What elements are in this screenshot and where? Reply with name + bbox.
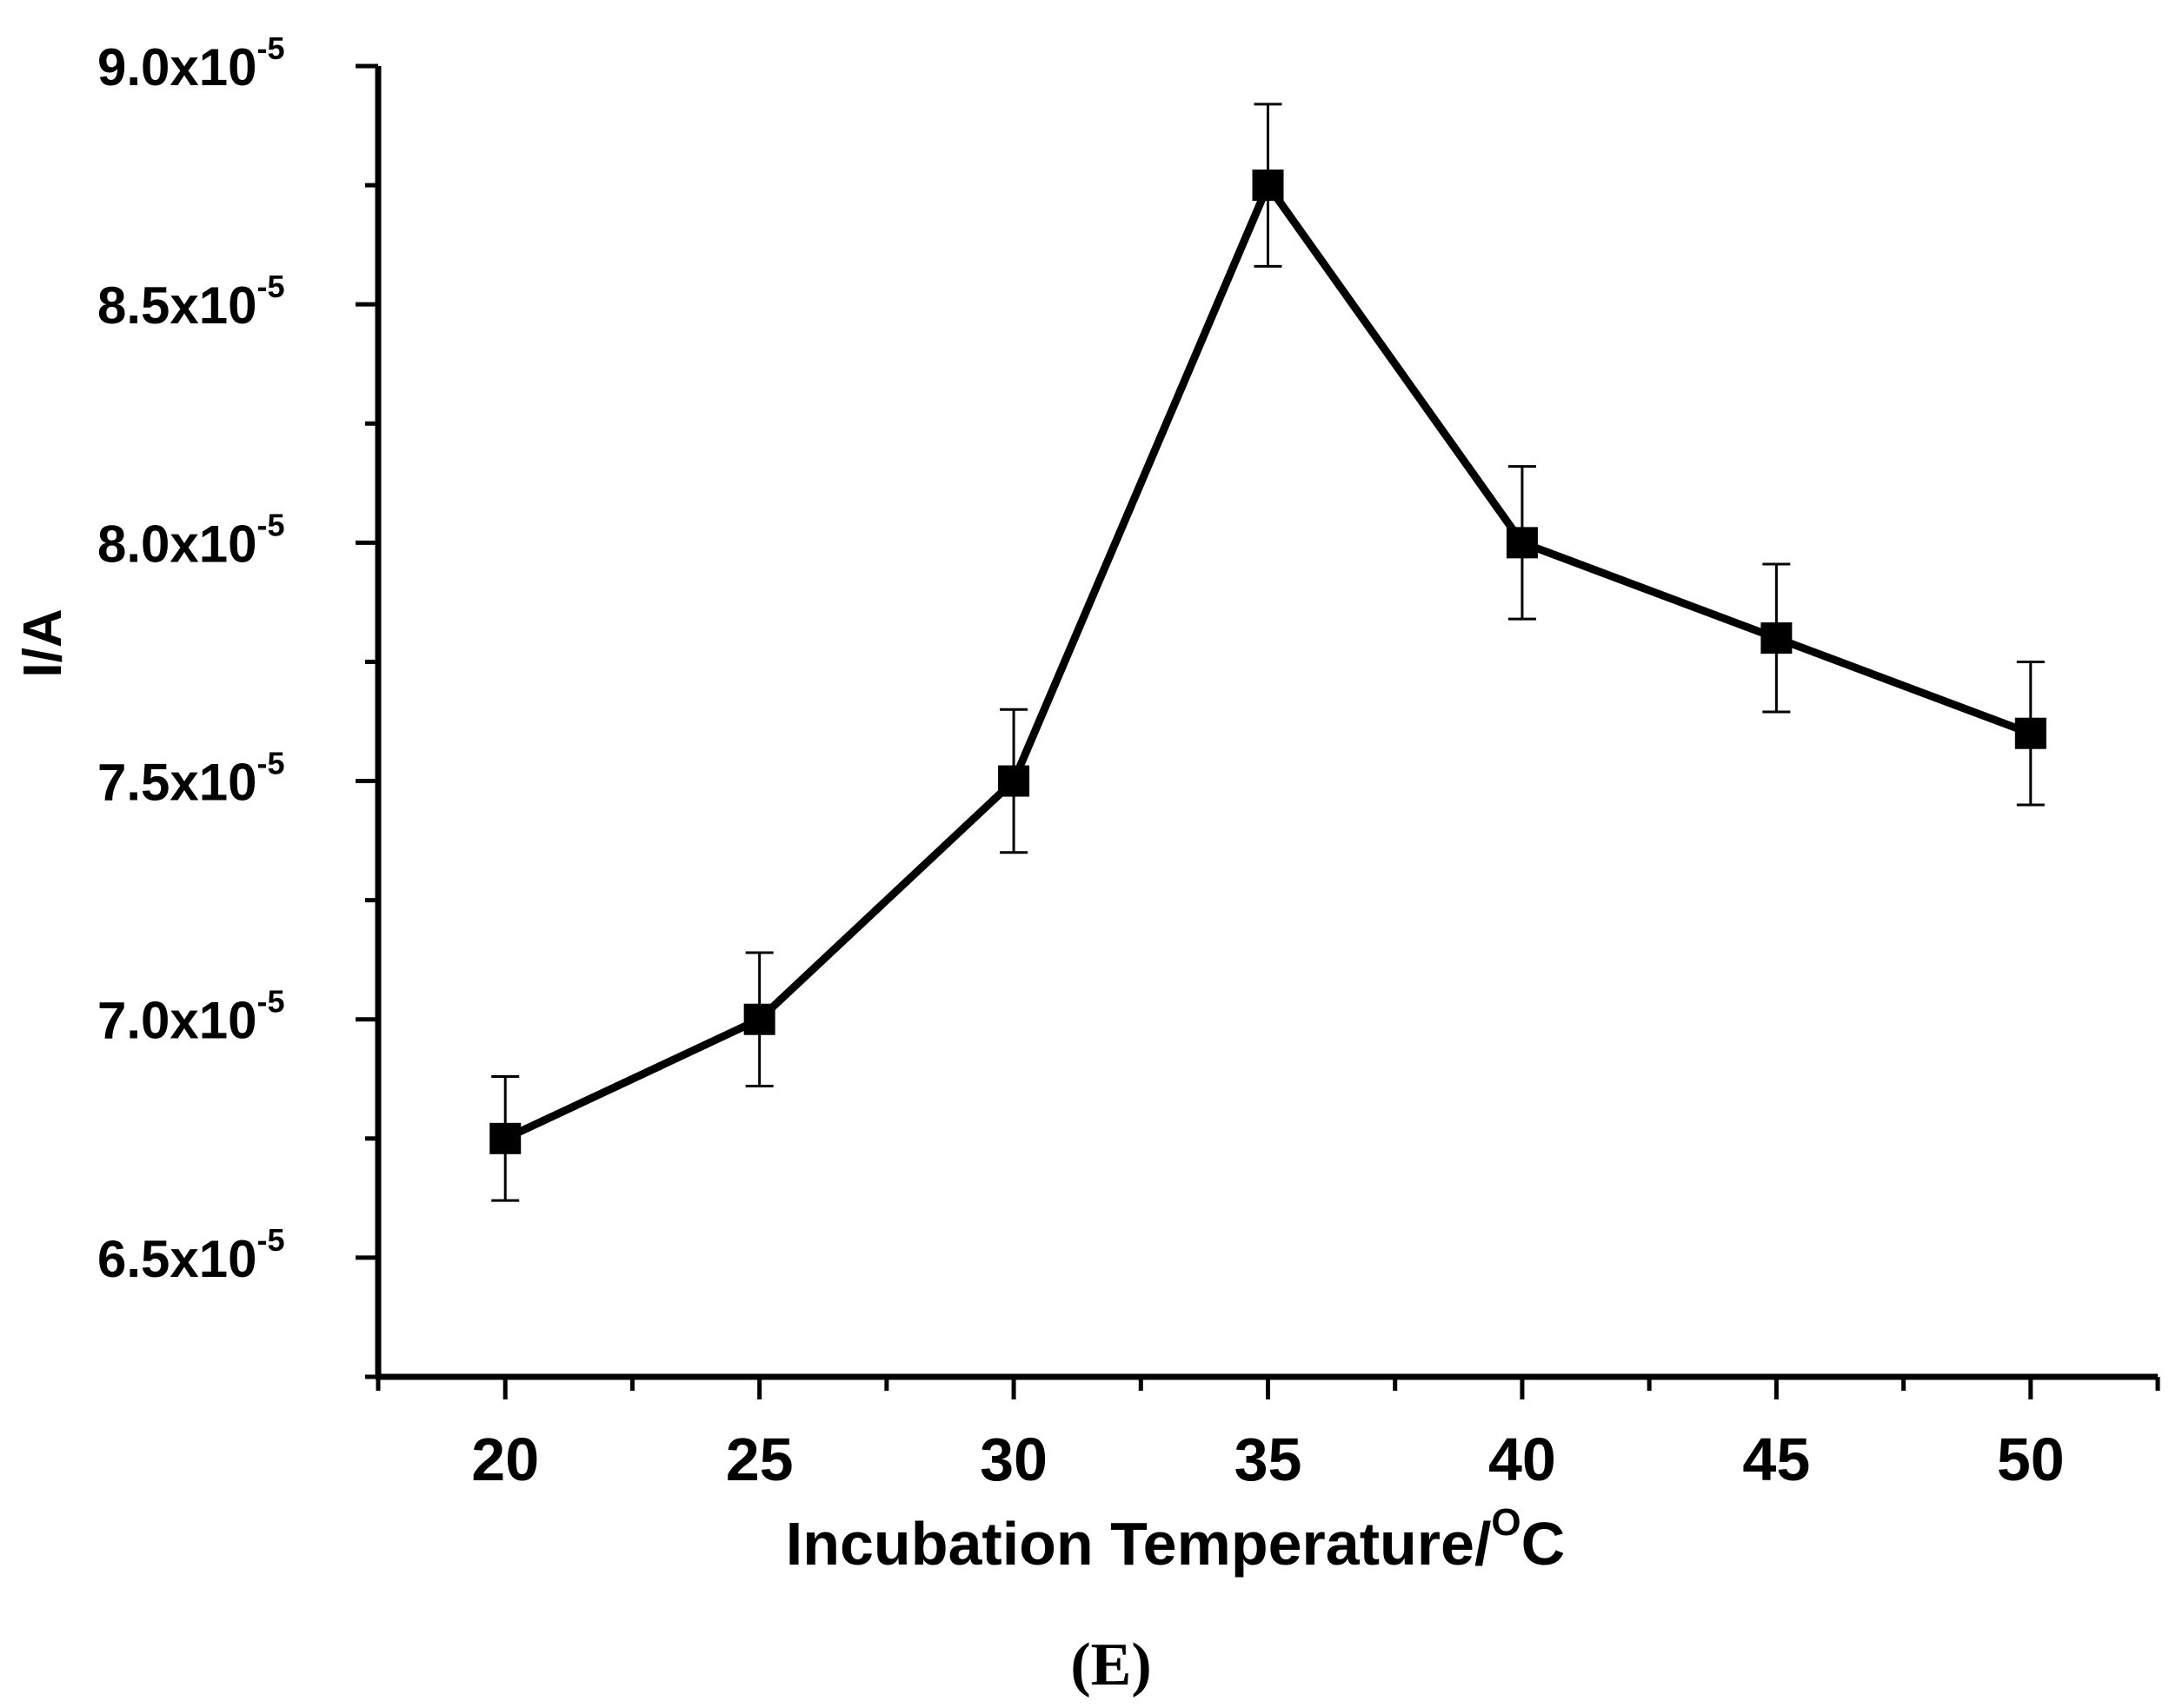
data-point-marker [2014,717,2046,749]
series-line [503,181,2033,1142]
x-tick-label: 45 [1742,1426,1810,1493]
y-tick-label-mantissa: 6.5x10 [97,1230,257,1288]
panel-label: (E) [1070,1632,1151,1698]
data-point-marker [1252,169,1284,202]
y-tick-label-exponent: -5 [257,746,285,781]
data-point-marker [998,765,1030,797]
y-tick-label: 6.5x10-5 [97,1222,285,1288]
x-tick-label: 50 [1997,1426,2065,1493]
axis-ticks [356,63,2160,1399]
y-tick-label-mantissa: 8.5x10 [97,276,257,335]
y-tick-label: 7.5x10-5 [97,746,285,812]
y-tick-label-mantissa: 9.0x10 [97,38,257,96]
y-tick-label-exponent: -5 [257,984,285,1020]
x-axis-title-unit-sup: O [1491,1501,1521,1544]
x-tick-label: 30 [980,1426,1048,1493]
y-tick-label: 9.0x10-5 [97,30,285,96]
y-tick-label-exponent: -5 [257,1222,285,1258]
data-point-marker [743,1003,775,1035]
tick-labels: 6.5x10-57.0x10-57.5x10-58.0x10-58.5x10-5… [97,30,2065,1493]
x-axis-title-unit: C [1521,1510,1566,1578]
data-markers [489,169,2046,1154]
x-tick-label: 40 [1488,1426,1556,1493]
x-tick-label: 35 [1234,1426,1302,1493]
y-tick-label: 8.0x10-5 [97,507,285,573]
y-tick-label-exponent: -5 [257,269,285,304]
data-point-marker [489,1122,522,1154]
y-tick-label: 7.0x10-5 [97,984,285,1050]
y-tick-label-exponent: -5 [257,30,285,66]
y-tick-label-mantissa: 7.5x10 [97,754,257,812]
x-axis-title-text: Incubation Temperature/ [786,1510,1492,1578]
y-tick-label-mantissa: 7.0x10 [97,992,257,1050]
x-axis-title: Incubation Temperature/OC [786,1501,1565,1578]
y-tick-label-exponent: -5 [257,507,285,542]
y-axis-title: I/A [13,608,73,677]
data-point-marker [1506,527,1538,559]
y-tick-label: 8.5x10-5 [97,269,285,335]
y-tick-label-mantissa: 8.0x10 [97,515,257,573]
data-point-marker [1760,622,1793,655]
series-lines [503,181,2033,1142]
x-tick-label: 25 [726,1426,794,1493]
x-tick-label: 20 [471,1426,539,1493]
